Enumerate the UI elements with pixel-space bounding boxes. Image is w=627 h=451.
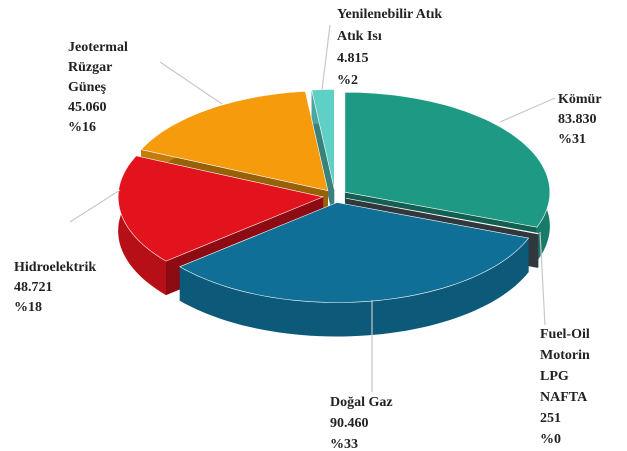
leader-line <box>539 231 546 326</box>
category-label: Atık Isı <box>337 29 382 44</box>
leader-line <box>159 61 223 105</box>
value-label: 83.830 <box>558 112 597 127</box>
category-label: Doğal Gaz <box>330 395 393 410</box>
value-label: 4.815 <box>337 51 369 66</box>
category-label: Hidroelektrik <box>14 260 96 275</box>
category-label: Fuel-Oil <box>540 327 590 342</box>
percent-label: %18 <box>14 300 42 315</box>
percent-label: %33 <box>330 437 358 451</box>
category-label: Motorin <box>540 348 590 363</box>
percent-label: %0 <box>540 432 561 447</box>
percent-label: %2 <box>337 73 358 88</box>
percent-label: %16 <box>68 120 96 135</box>
category-label: Rüzgar <box>68 60 112 75</box>
value-label: 45.060 <box>68 100 107 115</box>
value-label: 48.721 <box>14 280 53 295</box>
slice-wall <box>179 238 529 337</box>
category-label: NAFTA <box>540 390 588 405</box>
slice-top <box>311 89 335 190</box>
category-label: LPG <box>540 369 569 384</box>
slice-top <box>179 202 530 303</box>
slice-top <box>117 155 325 262</box>
slice-wall <box>537 233 539 268</box>
category-label: Yenilenebilir Atık <box>337 7 442 22</box>
leader-line <box>69 189 121 223</box>
slice <box>179 202 530 337</box>
category-label: Güneş <box>68 80 107 95</box>
percent-label: %31 <box>558 132 586 147</box>
slice-top <box>346 198 539 235</box>
value-label: 251 <box>540 411 561 426</box>
slice-top <box>140 90 329 192</box>
value-label: 90.460 <box>330 416 369 431</box>
slice <box>311 89 335 224</box>
category-label: Kömür <box>558 92 602 107</box>
leader-line <box>499 97 556 123</box>
slice-top <box>344 91 551 228</box>
leader-line <box>321 24 331 91</box>
category-label: Jeotermal <box>68 40 128 55</box>
